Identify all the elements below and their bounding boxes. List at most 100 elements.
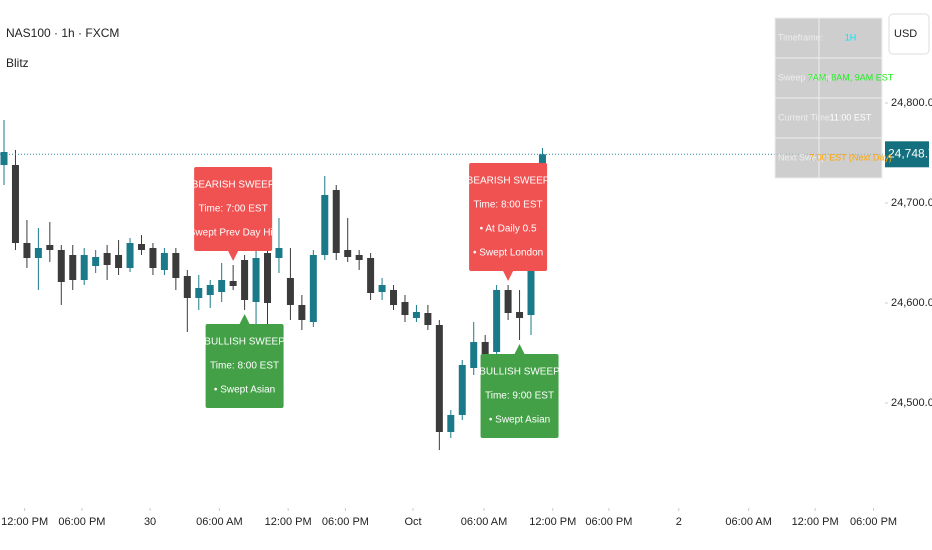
x-tick-label: 06:00 PM [585,516,632,528]
x-tick-label: 12:00 PM [529,516,576,528]
candle-body [218,280,226,292]
candle-body [286,278,294,305]
sweep-pointer [514,344,525,354]
candle-body [92,257,100,266]
candle-body [264,253,272,303]
candle-body [309,255,317,322]
sweep-text: BEARISH SWEEP Time: 7:00 EST • Swept Prev … [182,180,283,239]
sweep-pointer [503,271,514,281]
indicator: Blitz [6,56,29,70]
candle-body [183,276,191,298]
table-value: 1H [845,32,857,42]
x-tick-label: Oct [404,516,421,528]
candle-body [412,312,420,318]
candle-body [401,302,409,315]
candle-body [367,258,375,293]
x-tick-label: 06:00 PM [850,516,897,528]
currency-button[interactable] [888,13,930,55]
price-axis [885,0,932,550]
candle-body [355,255,363,260]
table-label-cell [774,17,820,59]
table-label-cell [774,97,820,139]
table-value-cell [818,57,883,99]
candle-body [126,243,134,268]
sweep-box [469,163,548,271]
candle-body [424,313,432,325]
x-tick-label: 2 [676,516,682,528]
y-tick-label: 24,700.00 [891,197,932,209]
table-value: 11:00 EST [830,112,872,122]
candle-body [137,244,145,250]
candle-body [275,248,283,258]
candle-body [206,285,214,295]
table-label: Next Sweep: [778,152,829,162]
x-tick-label: 06:00 AM [196,516,242,528]
sweep-label: BEARISH SWEEP Time: 8:00 EST • At Daily 0.… [469,163,548,281]
sweep-line: • Swept Prev Day High [182,228,283,239]
candle-body [470,342,478,368]
sweep-pointer [239,314,250,324]
candle-body [149,248,157,268]
candle-body [172,253,180,278]
candle-body [69,255,77,280]
sweep-line: BULLISH SWEEP [204,337,285,348]
x-tick-label: 30 [144,516,156,528]
x-tick-label: 06:00 PM [322,516,369,528]
candle-body [115,255,123,268]
currency[interactable]: USD [894,28,917,40]
sweep-line: Time: 7:00 EST [199,204,268,215]
x-tick-label: 06:00 AM [461,516,507,528]
symbol: NAS100 · 1h · FXCM [6,26,119,40]
sweep-line: • Swept Asian [489,415,550,426]
sweep-box [205,324,284,408]
candle-body [481,342,489,355]
candle-body [252,258,260,302]
candle-body [447,415,455,432]
candle-body [298,305,306,320]
candle-body [0,152,8,165]
table-value-cell [818,137,883,179]
candle-body [332,190,340,253]
table-label-cell [774,57,820,99]
candle-body [57,250,65,282]
sweep-box [194,167,273,251]
last-price-label: 24,748.70 [888,146,932,160]
candle-body [321,195,329,255]
sweep-box [480,354,559,438]
candle-body [80,255,88,280]
x-tick-label: 06:00 PM [58,516,105,528]
candle-body [458,365,466,415]
sweep-line: • At Daily 0.5 [480,224,537,235]
candle-body [160,253,168,270]
sweep-line: Time: 8:00 EST [210,361,279,372]
candle-body [344,250,352,257]
candle-body [103,253,111,265]
candle-body [504,290,512,313]
x-tick-label: 12:00 PM [792,516,839,528]
candle-body [493,290,501,352]
y-tick-label: 24,500.00 [891,397,932,409]
x-tick-label: 12:00 PM [265,516,312,528]
sweep-text: BEARISH SWEEP Time: 8:00 EST • At Daily 0.… [469,176,547,259]
sweep-label: BULLISH SWEEP Time: 9:00 EST • Swept Asian [480,344,559,438]
sweep-pointer [228,251,239,261]
sweep-line: • Swept Asian [214,385,275,396]
candle-body [229,281,237,286]
candle-body [46,245,54,250]
table-value-cell [818,17,883,59]
table-value: 7:00 EST (Next Day) [809,152,892,162]
table-value: 7AM, 8AM, 9AM EST [808,72,894,82]
candle-body [390,290,398,305]
table-label-cell [774,137,820,179]
sweep-label: BULLISH SWEEP Time: 8:00 EST • Swept Asian [204,314,285,408]
last-price-tag [885,141,929,168]
sweep-line: Time: 9:00 EST [485,391,554,402]
sweep-label: BEARISH SWEEP Time: 7:00 EST • Swept Prev … [182,167,283,261]
candle-body [34,248,42,258]
candle-body [11,165,19,243]
table-label: Current Time: [778,112,833,122]
y-tick-label: 24,600.00 [891,297,932,309]
candle-body [378,285,386,292]
sweep-line: • Swept London [473,248,543,259]
